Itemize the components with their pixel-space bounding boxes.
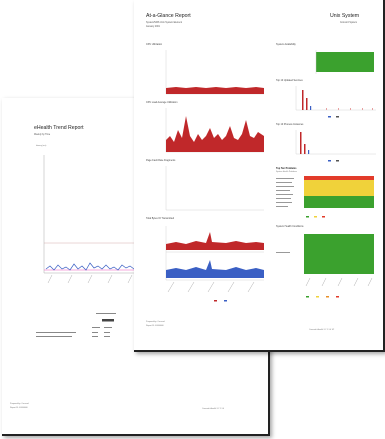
- panel-subtitle-problems: System Health Problems: [276, 171, 297, 173]
- panel-title-bytes: Total Bytes IO Transmitted: [146, 217, 175, 220]
- panel-title-availability: System Availability: [276, 43, 296, 46]
- services-chart: [295, 86, 376, 118]
- panel-title-page-fault: Page Fault Rate Fragments: [146, 159, 176, 162]
- processes-chart: [295, 130, 376, 162]
- conditions-chart: [276, 234, 374, 298]
- front-report-title: At-a-Glance Report: [146, 13, 191, 19]
- panel-title-problems: Top Ten Problems: [276, 167, 297, 170]
- back-report-subtitle: Weekly by Time: [34, 134, 51, 136]
- front-report-subtitle-2: January 2001: [146, 26, 160, 28]
- back-report-title: eHealth Trend Report: [34, 125, 84, 131]
- front-header-right-sub: Concord System: [340, 22, 357, 24]
- back-summary-table: [36, 313, 116, 337]
- panel-title-cpu: CPU Utilization: [146, 43, 163, 46]
- bytes-io-chart: [165, 226, 264, 302]
- page-fault-chart: [165, 166, 264, 211]
- front-footer-right: Concord eHealth 5.7.1.1.0 1/2: [309, 329, 335, 331]
- front-report-page: At-a-Glance Report System/NMS Unix Syste…: [134, 0, 385, 352]
- panel-title-services: Top 10 Updated Services: [276, 79, 303, 82]
- panel-title-conditions: System Health Conditions: [276, 225, 304, 228]
- front-report-subtitle-1: System/NMS Unix System Element: [146, 22, 182, 24]
- problems-heatmap: [276, 176, 374, 218]
- load-average-chart: [165, 108, 264, 153]
- back-footer-left-2: Report ID: 00000000: [10, 407, 28, 409]
- front-footer-left-2: Report ID: 00000000: [146, 325, 164, 327]
- panel-title-load: CPU Load Average Utilization: [146, 101, 178, 104]
- cpu-utilization-chart: [165, 50, 264, 95]
- availability-chart: [315, 50, 374, 74]
- panel-title-processes: Top 10 Process Instances: [276, 123, 304, 126]
- back-trend-chart: [43, 155, 138, 284]
- back-chart-label: latency (ms): [36, 145, 47, 147]
- front-footer-left-1: Prepared by: Concord: [146, 321, 165, 323]
- back-footer-right: Concord eHealth 5.7.1.1.0: [202, 408, 225, 410]
- front-header-right-title: Unix System: [330, 13, 360, 19]
- back-footer-left-1: Prepared by: Concord: [10, 403, 29, 405]
